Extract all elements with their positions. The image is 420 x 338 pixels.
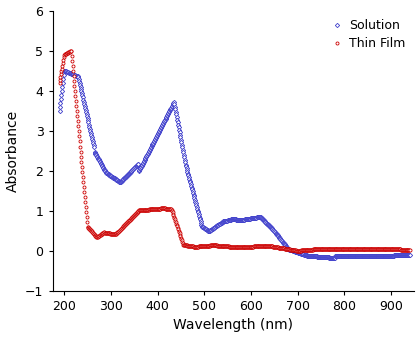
Thin Film bbox=[112, 232, 117, 236]
Solution bbox=[264, 221, 269, 225]
Solution bbox=[112, 176, 117, 180]
Solution bbox=[406, 253, 411, 257]
Legend: Solution, Thin Film: Solution, Thin Film bbox=[327, 17, 408, 53]
Solution bbox=[306, 254, 311, 258]
Thin Film bbox=[57, 80, 62, 84]
Solution bbox=[62, 69, 67, 73]
Thin Film bbox=[295, 249, 300, 253]
Thin Film bbox=[212, 243, 217, 247]
Thin Film bbox=[407, 247, 412, 251]
Thin Film bbox=[68, 49, 73, 53]
Solution bbox=[407, 253, 412, 257]
Line: Solution: Solution bbox=[58, 69, 411, 260]
Line: Thin Film: Thin Film bbox=[58, 50, 411, 252]
Thin Film bbox=[320, 247, 326, 251]
X-axis label: Wavelength (nm): Wavelength (nm) bbox=[173, 318, 294, 333]
Solution bbox=[320, 255, 325, 259]
Solution bbox=[57, 108, 62, 113]
Y-axis label: Absorbance: Absorbance bbox=[5, 110, 20, 192]
Thin Film bbox=[406, 247, 411, 251]
Solution bbox=[332, 256, 337, 260]
Thin Film bbox=[264, 244, 269, 248]
Thin Film bbox=[307, 248, 312, 252]
Solution bbox=[212, 225, 217, 230]
